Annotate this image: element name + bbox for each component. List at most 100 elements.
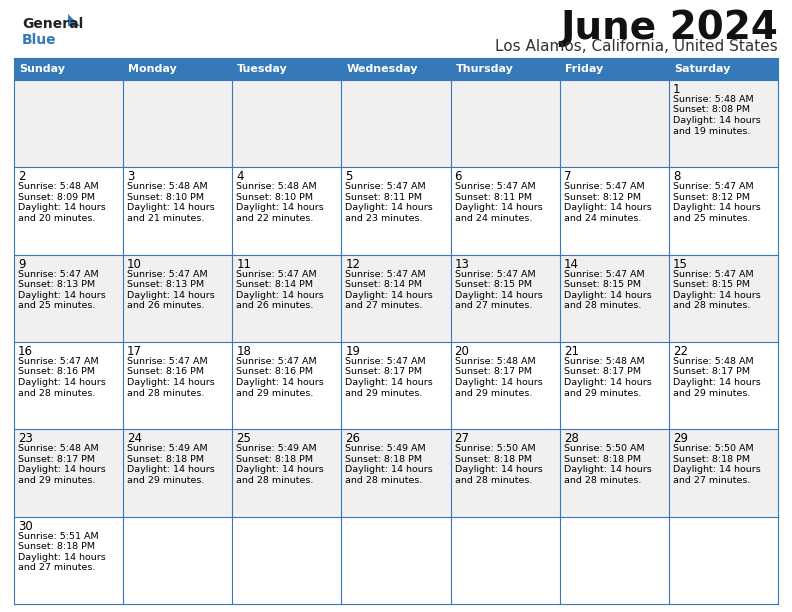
Text: and 27 minutes.: and 27 minutes. [673,476,750,485]
Text: Daylight: 14 hours: Daylight: 14 hours [455,378,543,387]
Text: June 2024: June 2024 [560,9,778,47]
Bar [14,80,123,167]
Bar [451,430,560,517]
Text: Sunset: 8:18 PM: Sunset: 8:18 PM [128,455,204,464]
Text: Daylight: 14 hours: Daylight: 14 hours [455,465,543,474]
Text: Sunrise: 5:48 AM: Sunrise: 5:48 AM [673,95,753,104]
Text: 28: 28 [564,432,579,446]
Bar [123,167,232,255]
Bar [560,80,669,167]
Bar [341,430,451,517]
Text: Daylight: 14 hours: Daylight: 14 hours [128,203,215,212]
Text: Sunrise: 5:47 AM: Sunrise: 5:47 AM [345,357,426,366]
Text: and 23 minutes.: and 23 minutes. [345,214,423,223]
Text: Sunset: 8:16 PM: Sunset: 8:16 PM [18,367,95,376]
Text: and 28 minutes.: and 28 minutes. [18,389,95,398]
Text: Sunrise: 5:51 AM: Sunrise: 5:51 AM [18,532,99,540]
Text: and 24 minutes.: and 24 minutes. [564,214,641,223]
Bar [560,58,669,80]
Text: 5: 5 [345,170,352,184]
Text: Daylight: 14 hours: Daylight: 14 hours [564,203,652,212]
Bar [232,80,341,167]
Text: Sunset: 8:17 PM: Sunset: 8:17 PM [673,367,750,376]
Text: and 28 minutes.: and 28 minutes. [345,476,423,485]
Text: Sunset: 8:08 PM: Sunset: 8:08 PM [673,105,750,114]
Text: Daylight: 14 hours: Daylight: 14 hours [673,203,760,212]
Text: Sunrise: 5:47 AM: Sunrise: 5:47 AM [455,270,535,278]
Text: and 27 minutes.: and 27 minutes. [18,563,95,572]
Bar [560,430,669,517]
Text: Sunrise: 5:49 AM: Sunrise: 5:49 AM [128,444,208,453]
Polygon shape [68,14,80,26]
Text: and 29 minutes.: and 29 minutes. [345,389,423,398]
Text: Friday: Friday [565,64,603,74]
Text: Sunrise: 5:47 AM: Sunrise: 5:47 AM [236,270,317,278]
Text: 10: 10 [128,258,142,271]
Text: 25: 25 [236,432,251,446]
Text: 12: 12 [345,258,360,271]
Bar [560,342,669,430]
Text: Daylight: 14 hours: Daylight: 14 hours [673,465,760,474]
Text: Sunrise: 5:47 AM: Sunrise: 5:47 AM [345,270,426,278]
Text: and 29 minutes.: and 29 minutes. [236,389,314,398]
Text: General: General [22,17,83,31]
Text: Sunrise: 5:47 AM: Sunrise: 5:47 AM [673,270,753,278]
Bar [232,430,341,517]
Text: 19: 19 [345,345,360,358]
Text: and 28 minutes.: and 28 minutes. [673,301,750,310]
Text: 11: 11 [236,258,251,271]
Text: and 22 minutes.: and 22 minutes. [236,214,314,223]
Text: 30: 30 [18,520,32,532]
Text: Thursday: Thursday [455,64,513,74]
Bar [560,167,669,255]
Bar [14,430,123,517]
Text: Sunrise: 5:47 AM: Sunrise: 5:47 AM [128,357,208,366]
Text: and 26 minutes.: and 26 minutes. [236,301,314,310]
Text: Sunset: 8:09 PM: Sunset: 8:09 PM [18,193,95,202]
Text: 1: 1 [673,83,680,96]
Text: Sunrise: 5:47 AM: Sunrise: 5:47 AM [128,270,208,278]
Bar [451,255,560,342]
Text: Daylight: 14 hours: Daylight: 14 hours [564,378,652,387]
Text: and 26 minutes.: and 26 minutes. [128,301,204,310]
Text: Sunset: 8:11 PM: Sunset: 8:11 PM [455,193,531,202]
Text: and 28 minutes.: and 28 minutes. [455,476,532,485]
Text: Sunrise: 5:47 AM: Sunrise: 5:47 AM [18,270,99,278]
Bar [669,430,778,517]
Text: Tuesday: Tuesday [238,64,288,74]
Text: Sunrise: 5:49 AM: Sunrise: 5:49 AM [345,444,426,453]
Text: Daylight: 14 hours: Daylight: 14 hours [345,203,433,212]
Bar [123,430,232,517]
Bar [560,255,669,342]
Text: Daylight: 14 hours: Daylight: 14 hours [455,291,543,300]
Text: Sunset: 8:16 PM: Sunset: 8:16 PM [236,367,314,376]
Text: 15: 15 [673,258,687,271]
Bar [232,58,341,80]
Bar [14,517,123,604]
Text: and 29 minutes.: and 29 minutes. [564,389,641,398]
Bar [451,167,560,255]
Bar [232,517,341,604]
Text: Daylight: 14 hours: Daylight: 14 hours [128,465,215,474]
Text: 24: 24 [128,432,142,446]
Text: Sunrise: 5:47 AM: Sunrise: 5:47 AM [673,182,753,192]
Bar [669,167,778,255]
Text: Wednesday: Wednesday [346,64,418,74]
Text: and 28 minutes.: and 28 minutes. [128,389,204,398]
Text: Sunrise: 5:48 AM: Sunrise: 5:48 AM [18,182,99,192]
Text: 3: 3 [128,170,135,184]
Text: Sunset: 8:18 PM: Sunset: 8:18 PM [236,455,314,464]
Text: Sunset: 8:17 PM: Sunset: 8:17 PM [18,455,95,464]
Text: and 29 minutes.: and 29 minutes. [128,476,204,485]
Text: Daylight: 14 hours: Daylight: 14 hours [128,291,215,300]
Text: Sunrise: 5:47 AM: Sunrise: 5:47 AM [455,182,535,192]
Text: Sunset: 8:14 PM: Sunset: 8:14 PM [345,280,422,289]
Bar [123,80,232,167]
Text: Daylight: 14 hours: Daylight: 14 hours [18,465,106,474]
Text: Daylight: 14 hours: Daylight: 14 hours [18,378,106,387]
Text: Sunrise: 5:47 AM: Sunrise: 5:47 AM [564,270,645,278]
Text: Sunrise: 5:49 AM: Sunrise: 5:49 AM [236,444,317,453]
Bar [341,517,451,604]
Bar [669,80,778,167]
Text: and 25 minutes.: and 25 minutes. [673,214,750,223]
